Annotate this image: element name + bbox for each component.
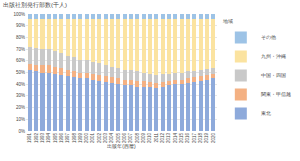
svg-text:70%: 70% (16, 47, 25, 52)
svg-text:1997: 1997 (65, 132, 70, 143)
svg-text:2000: 2000 (84, 132, 89, 143)
svg-text:1999: 1999 (78, 132, 83, 143)
svg-text:2017: 2017 (192, 132, 197, 143)
svg-text:30%: 30% (16, 93, 25, 98)
svg-text:2019: 2019 (204, 132, 209, 143)
svg-text:1993: 1993 (40, 132, 45, 143)
svg-text:2006: 2006 (122, 132, 127, 143)
svg-text:2001: 2001 (91, 132, 96, 143)
svg-text:10%: 10% (16, 117, 25, 122)
svg-text:2016: 2016 (185, 132, 190, 143)
svg-text:出版社別発行部数(千人): 出版社別発行部数(千人) (3, 1, 67, 8)
svg-text:2008: 2008 (135, 132, 140, 143)
svg-text:2011: 2011 (154, 132, 159, 142)
svg-text:2005: 2005 (116, 132, 121, 143)
svg-text:1994: 1994 (46, 132, 51, 143)
svg-text:東北: 東北 (261, 110, 271, 116)
svg-text:2012: 2012 (160, 132, 165, 143)
svg-text:2015: 2015 (179, 132, 184, 143)
svg-text:40%: 40% (16, 82, 25, 87)
svg-text:60%: 60% (16, 58, 25, 63)
svg-text:九州・沖縄: 九州・沖縄 (261, 53, 286, 59)
svg-text:2003: 2003 (103, 132, 108, 143)
svg-text:2009: 2009 (141, 132, 146, 143)
svg-text:1996: 1996 (59, 132, 64, 143)
svg-text:2014: 2014 (173, 132, 178, 143)
svg-text:100%: 100% (13, 12, 25, 17)
svg-text:2002: 2002 (97, 132, 102, 143)
svg-text:2010: 2010 (147, 132, 152, 143)
svg-text:1992: 1992 (34, 132, 39, 143)
svg-text:50%: 50% (16, 70, 25, 75)
svg-text:1998: 1998 (72, 132, 77, 143)
svg-text:地域: 地域 (222, 18, 233, 24)
svg-text:80%: 80% (16, 35, 25, 40)
svg-text:90%: 90% (16, 23, 25, 28)
svg-text:2007: 2007 (128, 132, 133, 143)
svg-text:その他: その他 (261, 34, 276, 40)
svg-text:中国・四国: 中国・四国 (261, 72, 286, 78)
svg-text:関東・甲信越: 関東・甲信越 (261, 91, 291, 97)
svg-text:0%: 0% (18, 129, 25, 134)
svg-text:2018: 2018 (198, 132, 203, 143)
svg-text:出版年(西暦): 出版年(西暦) (107, 143, 136, 149)
svg-text:2004: 2004 (109, 132, 114, 143)
svg-text:2020: 2020 (211, 132, 216, 143)
svg-text:20%: 20% (16, 105, 25, 110)
svg-text:1991: 1991 (27, 132, 32, 143)
svg-text:2013: 2013 (166, 132, 171, 143)
svg-text:1995: 1995 (53, 132, 58, 143)
